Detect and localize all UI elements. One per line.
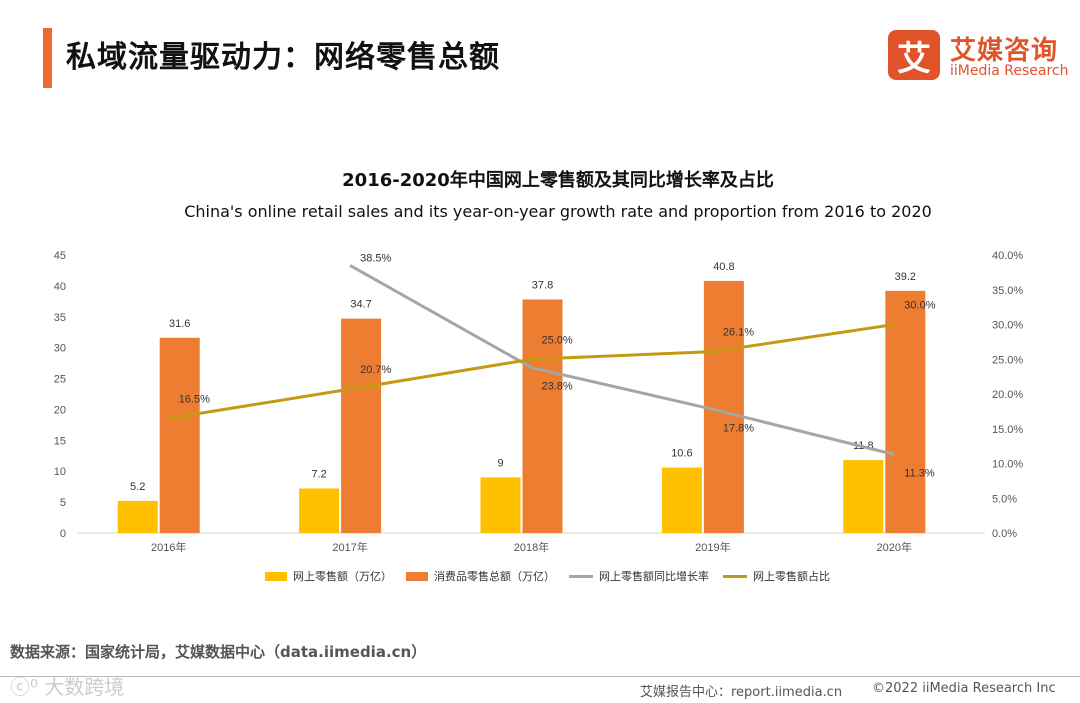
bar-online-retail [117, 500, 158, 533]
legend-swatch-growth-rate [569, 574, 593, 578]
combo-chart: 0 5 10 15 20 25 30 35 40 45 0.0% 5.0% 10.0% 15.0% 20.0… [54, 250, 1024, 554]
x-axis-tick-label: 2019年 [695, 540, 730, 554]
legend-item-online-retail: 网上零售额（万亿） [265, 568, 392, 584]
y-axis-tick-label: 10 [54, 466, 66, 478]
legend-item-growth-rate: 网上零售额同比增长率 [569, 568, 709, 584]
footer-divider [0, 676, 1080, 677]
legend-label-online-retail: 网上零售额（万亿） [293, 570, 392, 583]
y-axis-tick-label: 30 [54, 343, 66, 355]
data-label-online-retail: 9 [497, 457, 503, 469]
chart-legend: 网上零售额（万亿） 消费品零售总额（万亿） 网上零售额同比增长率 网上零售额占比 [265, 568, 844, 584]
title-accent-bar [43, 28, 52, 88]
chart-subtitle: China's online retail sales and its year… [184, 202, 932, 221]
data-label-share: 25.0% [542, 334, 573, 346]
legend-swatch-consumer-goods [406, 571, 428, 581]
bar-online-retail [661, 467, 702, 533]
y2-axis-tick-label: 0.0% [992, 528, 1017, 540]
bar-online-retail [480, 477, 521, 533]
data-label-online-retail: 7.2 [311, 469, 326, 481]
data-label-share: 26.1% [723, 327, 754, 339]
data-label-share: 16.5% [179, 393, 210, 405]
legend-label-growth-rate: 网上零售额同比增长率 [599, 570, 709, 583]
data-source-note: 数据来源：国家统计局，艾媒数据中心（data.iimedia.cn） [10, 643, 427, 661]
logo-chinese-name: 艾媒咨询 [950, 36, 1059, 66]
data-label-consumer-goods: 37.8 [532, 279, 553, 291]
bar-consumer-goods [885, 290, 926, 533]
y2-axis-tick-label: 15.0% [992, 424, 1023, 436]
bar-consumer-goods [159, 337, 200, 533]
x-axis-tick-label: 2017年 [332, 540, 367, 554]
data-label-share: 20.7% [360, 364, 391, 376]
y-axis-tick-label: 35 [54, 312, 66, 324]
bar-consumer-goods [341, 318, 382, 533]
logo-mark-icon: 艾 [888, 30, 940, 80]
data-label-consumer-goods: 31.6 [169, 318, 190, 330]
y2-axis-tick-label: 25.0% [992, 354, 1023, 366]
x-axis-tick-label: 2018年 [514, 540, 549, 554]
legend-swatch-online-retail [265, 571, 287, 581]
data-label-share: 30.0% [904, 300, 935, 312]
logo-english-name: iiMedia Research [950, 63, 1069, 79]
legend-item-consumer-goods: 消费品零售总额（万亿） [406, 568, 555, 584]
legend-label-share: 网上零售额占比 [753, 570, 830, 583]
data-label-growth-rate: 38.5% [360, 252, 391, 264]
data-label-online-retail: 10.6 [671, 448, 692, 460]
legend-swatch-share [723, 574, 747, 578]
y-axis-tick-label: 40 [54, 281, 66, 293]
bar-consumer-goods [522, 299, 563, 533]
bar-online-retail [843, 460, 884, 533]
y-axis-tick-label: 15 [54, 435, 66, 447]
data-label-growth-rate: 11.3% [904, 467, 935, 479]
copyright-text: ©2022 iiMedia Research Inc [872, 681, 1056, 696]
x-axis-tick-label: 2016年 [151, 540, 186, 554]
x-axis-tick-label: 2020年 [877, 540, 912, 554]
y2-axis-tick-label: 30.0% [992, 320, 1023, 332]
page-title: 私域流量驱动力：网络零售总额 [66, 40, 500, 75]
chart-title: 2016-2020年中国网上零售额及其同比增长率及占比 [342, 170, 774, 191]
y-axis-tick-label: 20 [54, 404, 66, 416]
data-label-growth-rate: 23.8% [542, 381, 573, 393]
y2-axis-tick-label: 20.0% [992, 389, 1023, 401]
legend-item-share: 网上零售额占比 [723, 568, 830, 584]
bar-consumer-goods [703, 280, 744, 533]
data-label-growth-rate: 17.8% [723, 422, 754, 434]
data-label-consumer-goods: 40.8 [713, 261, 734, 273]
y-axis-tick-label: 25 [54, 374, 66, 386]
data-label-online-retail: 5.2 [130, 481, 145, 493]
bar-online-retail [299, 488, 340, 533]
report-center-link[interactable]: 艾媒报告中心：report.iimedia.cn [640, 685, 843, 700]
y2-axis-tick-label: 10.0% [992, 459, 1023, 471]
y-axis-tick-label: 45 [54, 250, 66, 262]
watermark: ⓒ⁰ 大数跨境 [10, 675, 125, 699]
data-label-consumer-goods: 34.7 [350, 299, 371, 311]
legend-label-consumer-goods: 消费品零售总额（万亿） [434, 570, 555, 583]
line-share [168, 323, 895, 420]
y-axis-tick-label: 0 [60, 528, 66, 540]
y2-axis-tick-label: 5.0% [992, 493, 1017, 505]
data-label-consumer-goods: 39.2 [895, 271, 916, 283]
y-axis-tick-label: 5 [60, 497, 66, 509]
line-growth-rate [349, 264, 895, 456]
y2-axis-tick-label: 40.0% [992, 250, 1023, 262]
y2-axis-tick-label: 35.0% [992, 285, 1023, 297]
iimedia-logo: 艾 艾媒咨询 iiMedia Research [888, 30, 1069, 82]
